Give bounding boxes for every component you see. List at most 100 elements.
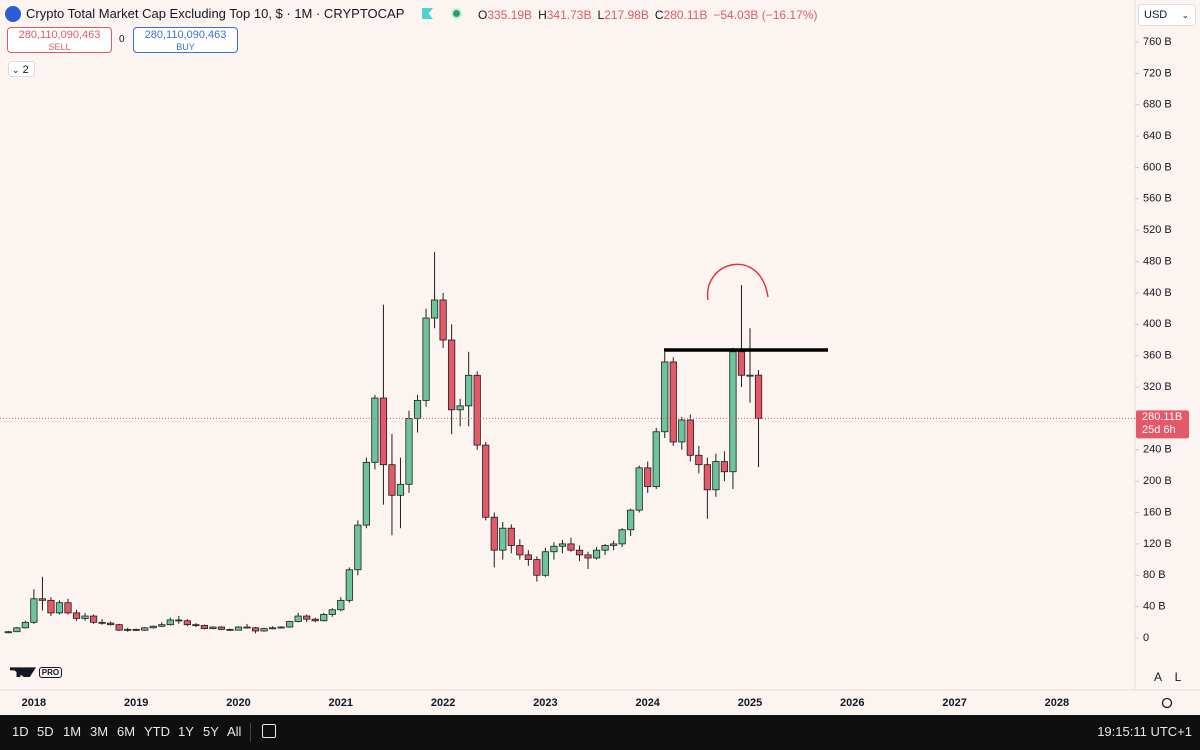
candle-body-up xyxy=(294,615,302,622)
price-axis xyxy=(1135,0,1200,690)
auto-scale-button[interactable]: A xyxy=(1154,670,1162,684)
indicators-toggle[interactable]: ⌄ 2 xyxy=(8,61,35,77)
candle-body-up xyxy=(601,545,609,551)
candle-body-down xyxy=(388,464,396,496)
candle-body-up xyxy=(618,529,626,545)
candle-body-up xyxy=(4,631,12,634)
candle-body-up xyxy=(141,627,149,631)
currency-select[interactable]: USD ⌄ xyxy=(1138,4,1196,26)
candle-body-up xyxy=(158,624,166,627)
candle-body-down xyxy=(115,624,123,631)
drawn-arc xyxy=(706,263,769,301)
ohlc-value: 335.19B xyxy=(487,8,533,22)
x-tick-label: 2023 xyxy=(533,697,557,709)
indicators-count: 2 xyxy=(22,64,29,76)
candle-body-up xyxy=(592,549,601,559)
ohlc-change: −54.03B (−16.17%) xyxy=(713,8,818,22)
calendar-icon[interactable] xyxy=(262,724,276,738)
candle-body-up xyxy=(550,545,558,553)
buy-price: 280,110,090,463 xyxy=(144,29,227,41)
candle-body-up xyxy=(13,627,21,633)
candle-body-up xyxy=(260,628,268,632)
y-tick-label: 160 B xyxy=(1143,506,1172,518)
timeframe-button[interactable]: All xyxy=(227,724,242,739)
bottom-toolbar: 19:15:11 UTC+1 1D 5D 1M 3M 6M YTD 1Y 5Y All xyxy=(0,715,1200,750)
candle-body-down xyxy=(47,599,55,614)
timeframe-button[interactable]: 5D xyxy=(37,724,54,739)
timeframe-button[interactable]: 1D xyxy=(12,724,29,739)
timeframe-button[interactable]: 3M xyxy=(90,724,109,739)
candle-body-down xyxy=(226,628,234,631)
y-tick-label: 240 B xyxy=(1143,444,1172,456)
x-tick-label: 2026 xyxy=(840,697,864,709)
candle-body-down xyxy=(243,626,251,629)
candle-body-down xyxy=(720,461,729,473)
timeframe-button[interactable]: 1M xyxy=(63,724,82,739)
settings-icon[interactable] xyxy=(1161,697,1173,709)
candle-body-up xyxy=(277,626,285,629)
candle-body-down xyxy=(183,620,191,626)
chart-title: Crypto Total Market Cap Excluding Top 10… xyxy=(26,6,405,21)
candle-body-down xyxy=(754,374,763,419)
candle-body-down xyxy=(251,627,260,632)
candle-body-down xyxy=(200,625,208,629)
currency-value: USD xyxy=(1144,9,1168,21)
candle-body-up xyxy=(712,461,720,491)
candle-body-up xyxy=(337,599,345,611)
y-tick-label: 680 B xyxy=(1143,99,1172,111)
candle-body-up xyxy=(661,361,669,433)
candle-body-down xyxy=(303,615,311,620)
sell-price: 280,110,090,463 xyxy=(18,29,101,41)
candle-body-up xyxy=(430,299,439,319)
candle-body-down xyxy=(567,543,575,551)
timeframe-button[interactable]: YTD xyxy=(144,724,170,739)
y-tick-label: 360 B xyxy=(1143,350,1172,362)
candle-body-down xyxy=(516,545,524,556)
candle-body-down xyxy=(533,559,541,576)
timeframe-button[interactable]: 6M xyxy=(117,724,136,739)
candle-body-up xyxy=(268,627,277,630)
y-tick-label: 200 B xyxy=(1143,475,1172,487)
candle-body-down xyxy=(107,622,115,626)
candle-body-down xyxy=(490,516,498,551)
x-tick-label: 2020 xyxy=(226,697,250,709)
candle-body-up xyxy=(746,374,754,377)
candle-body-down xyxy=(192,624,200,627)
candle-body-down xyxy=(669,361,677,443)
timeframe-button[interactable]: 5Y xyxy=(203,724,219,739)
chevron-icon: ⌄ xyxy=(12,65,20,75)
buy-button[interactable]: 280,110,090,463 BUY xyxy=(133,27,238,53)
x-tick-label: 2018 xyxy=(22,697,46,709)
y-tick-label: 720 B xyxy=(1143,67,1172,79)
candle-body-down xyxy=(482,444,490,518)
candle-body-up xyxy=(354,524,362,571)
candle-body-up xyxy=(345,569,353,601)
candle-body-up xyxy=(286,621,294,628)
symbol-icon xyxy=(5,6,21,22)
candle-body-up xyxy=(234,626,243,631)
candle-body-down xyxy=(695,454,703,466)
candle-body-up xyxy=(413,399,422,419)
candle-body-up xyxy=(371,397,379,463)
candle-body-up xyxy=(362,461,370,526)
candle-body-up xyxy=(55,602,64,614)
ohlc-key: O xyxy=(478,8,488,22)
candle-body-down xyxy=(89,615,98,623)
x-tick-label: 2025 xyxy=(738,697,762,709)
flag-icon[interactable] xyxy=(422,8,433,19)
logo-badge: PRO xyxy=(38,667,63,678)
candle-body-up xyxy=(30,598,38,623)
clock: 19:15:11 UTC+1 xyxy=(1097,724,1192,739)
candle-body-down xyxy=(311,618,319,622)
sell-label: SELL xyxy=(48,42,71,52)
timeframe-button[interactable]: 1Y xyxy=(178,724,194,739)
candle-body-up xyxy=(627,509,635,531)
logo-mark xyxy=(10,667,36,678)
ohlc-key: L xyxy=(597,8,605,22)
sell-button[interactable]: 280,110,090,463 SELL xyxy=(7,27,112,53)
candle-body-down xyxy=(584,554,592,559)
y-tick-label: 0 xyxy=(1143,632,1149,644)
log-scale-button[interactable]: L xyxy=(1175,670,1182,684)
candle-body-up xyxy=(558,543,567,547)
candle-body-up xyxy=(166,619,174,626)
